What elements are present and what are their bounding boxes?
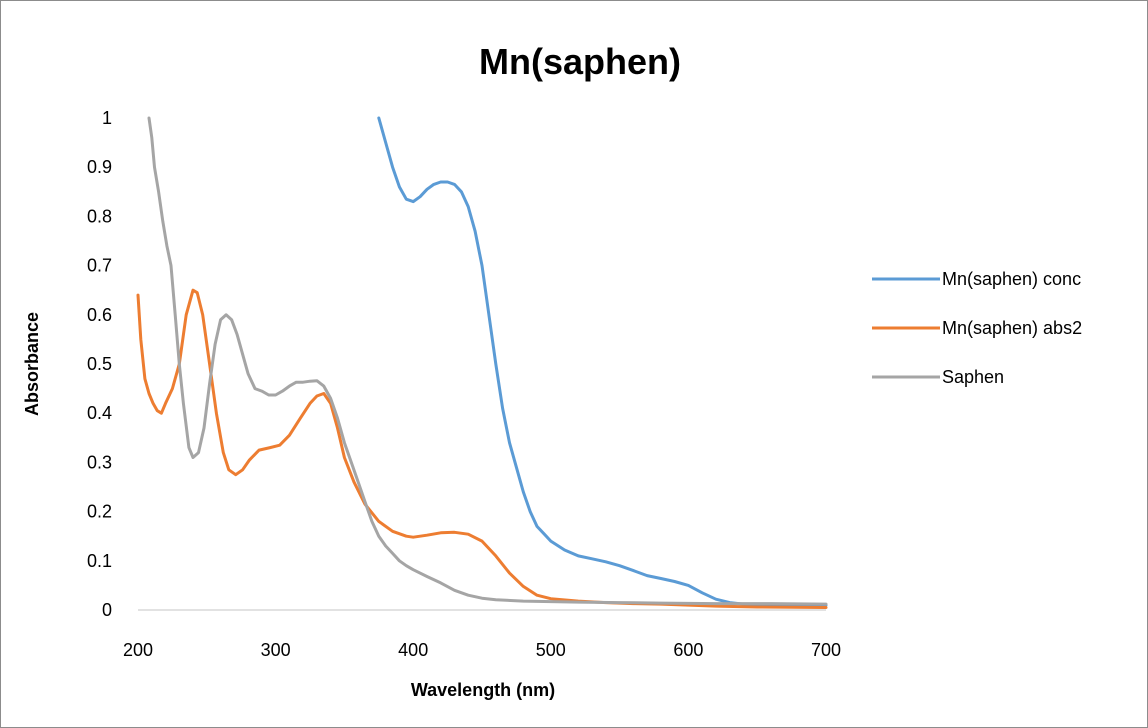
y-tick-label: 0.2 — [87, 502, 112, 522]
series-line-1 — [377, 116, 828, 607]
y-tick-label: 0.3 — [87, 452, 112, 472]
x-tick-label: 700 — [811, 640, 841, 660]
y-tick-label: 0.1 — [87, 551, 112, 571]
y-tick-label: 0 — [102, 600, 112, 620]
plot-series — [136, 116, 828, 609]
x-tick-label: 400 — [398, 640, 428, 660]
y-tick-label: 0.4 — [87, 403, 112, 423]
y-axis-ticks: 0 0.1 0.2 0.3 0.4 0.5 0.6 0.7 0.8 0.9 1 — [87, 108, 112, 620]
x-tick-label: 600 — [673, 640, 703, 660]
chart-title: Mn(saphen) — [479, 41, 681, 82]
x-tick-label: 500 — [536, 640, 566, 660]
series-line-2 — [136, 288, 828, 609]
series-line-3 — [147, 116, 828, 606]
x-axis-ticks: 200 300 400 500 600 700 — [123, 640, 841, 660]
y-tick-label: 1 — [102, 108, 112, 128]
legend-label-1: Mn(saphen) conc — [942, 269, 1081, 289]
x-tick-label: 200 — [123, 640, 153, 660]
y-tick-label: 0.5 — [87, 354, 112, 374]
y-tick-label: 0.6 — [87, 305, 112, 325]
y-axis-title: Absorbance — [22, 312, 42, 416]
y-tick-label: 0.7 — [87, 256, 112, 276]
y-tick-label: 0.9 — [87, 157, 112, 177]
legend: Mn(saphen) conc Mn(saphen) abs2 Saphen — [872, 269, 1082, 387]
legend-label-3: Saphen — [942, 367, 1004, 387]
y-tick-label: 0.8 — [87, 206, 112, 226]
x-axis-title: Wavelength (nm) — [411, 680, 555, 700]
legend-label-2: Mn(saphen) abs2 — [942, 318, 1082, 338]
x-tick-label: 300 — [261, 640, 291, 660]
